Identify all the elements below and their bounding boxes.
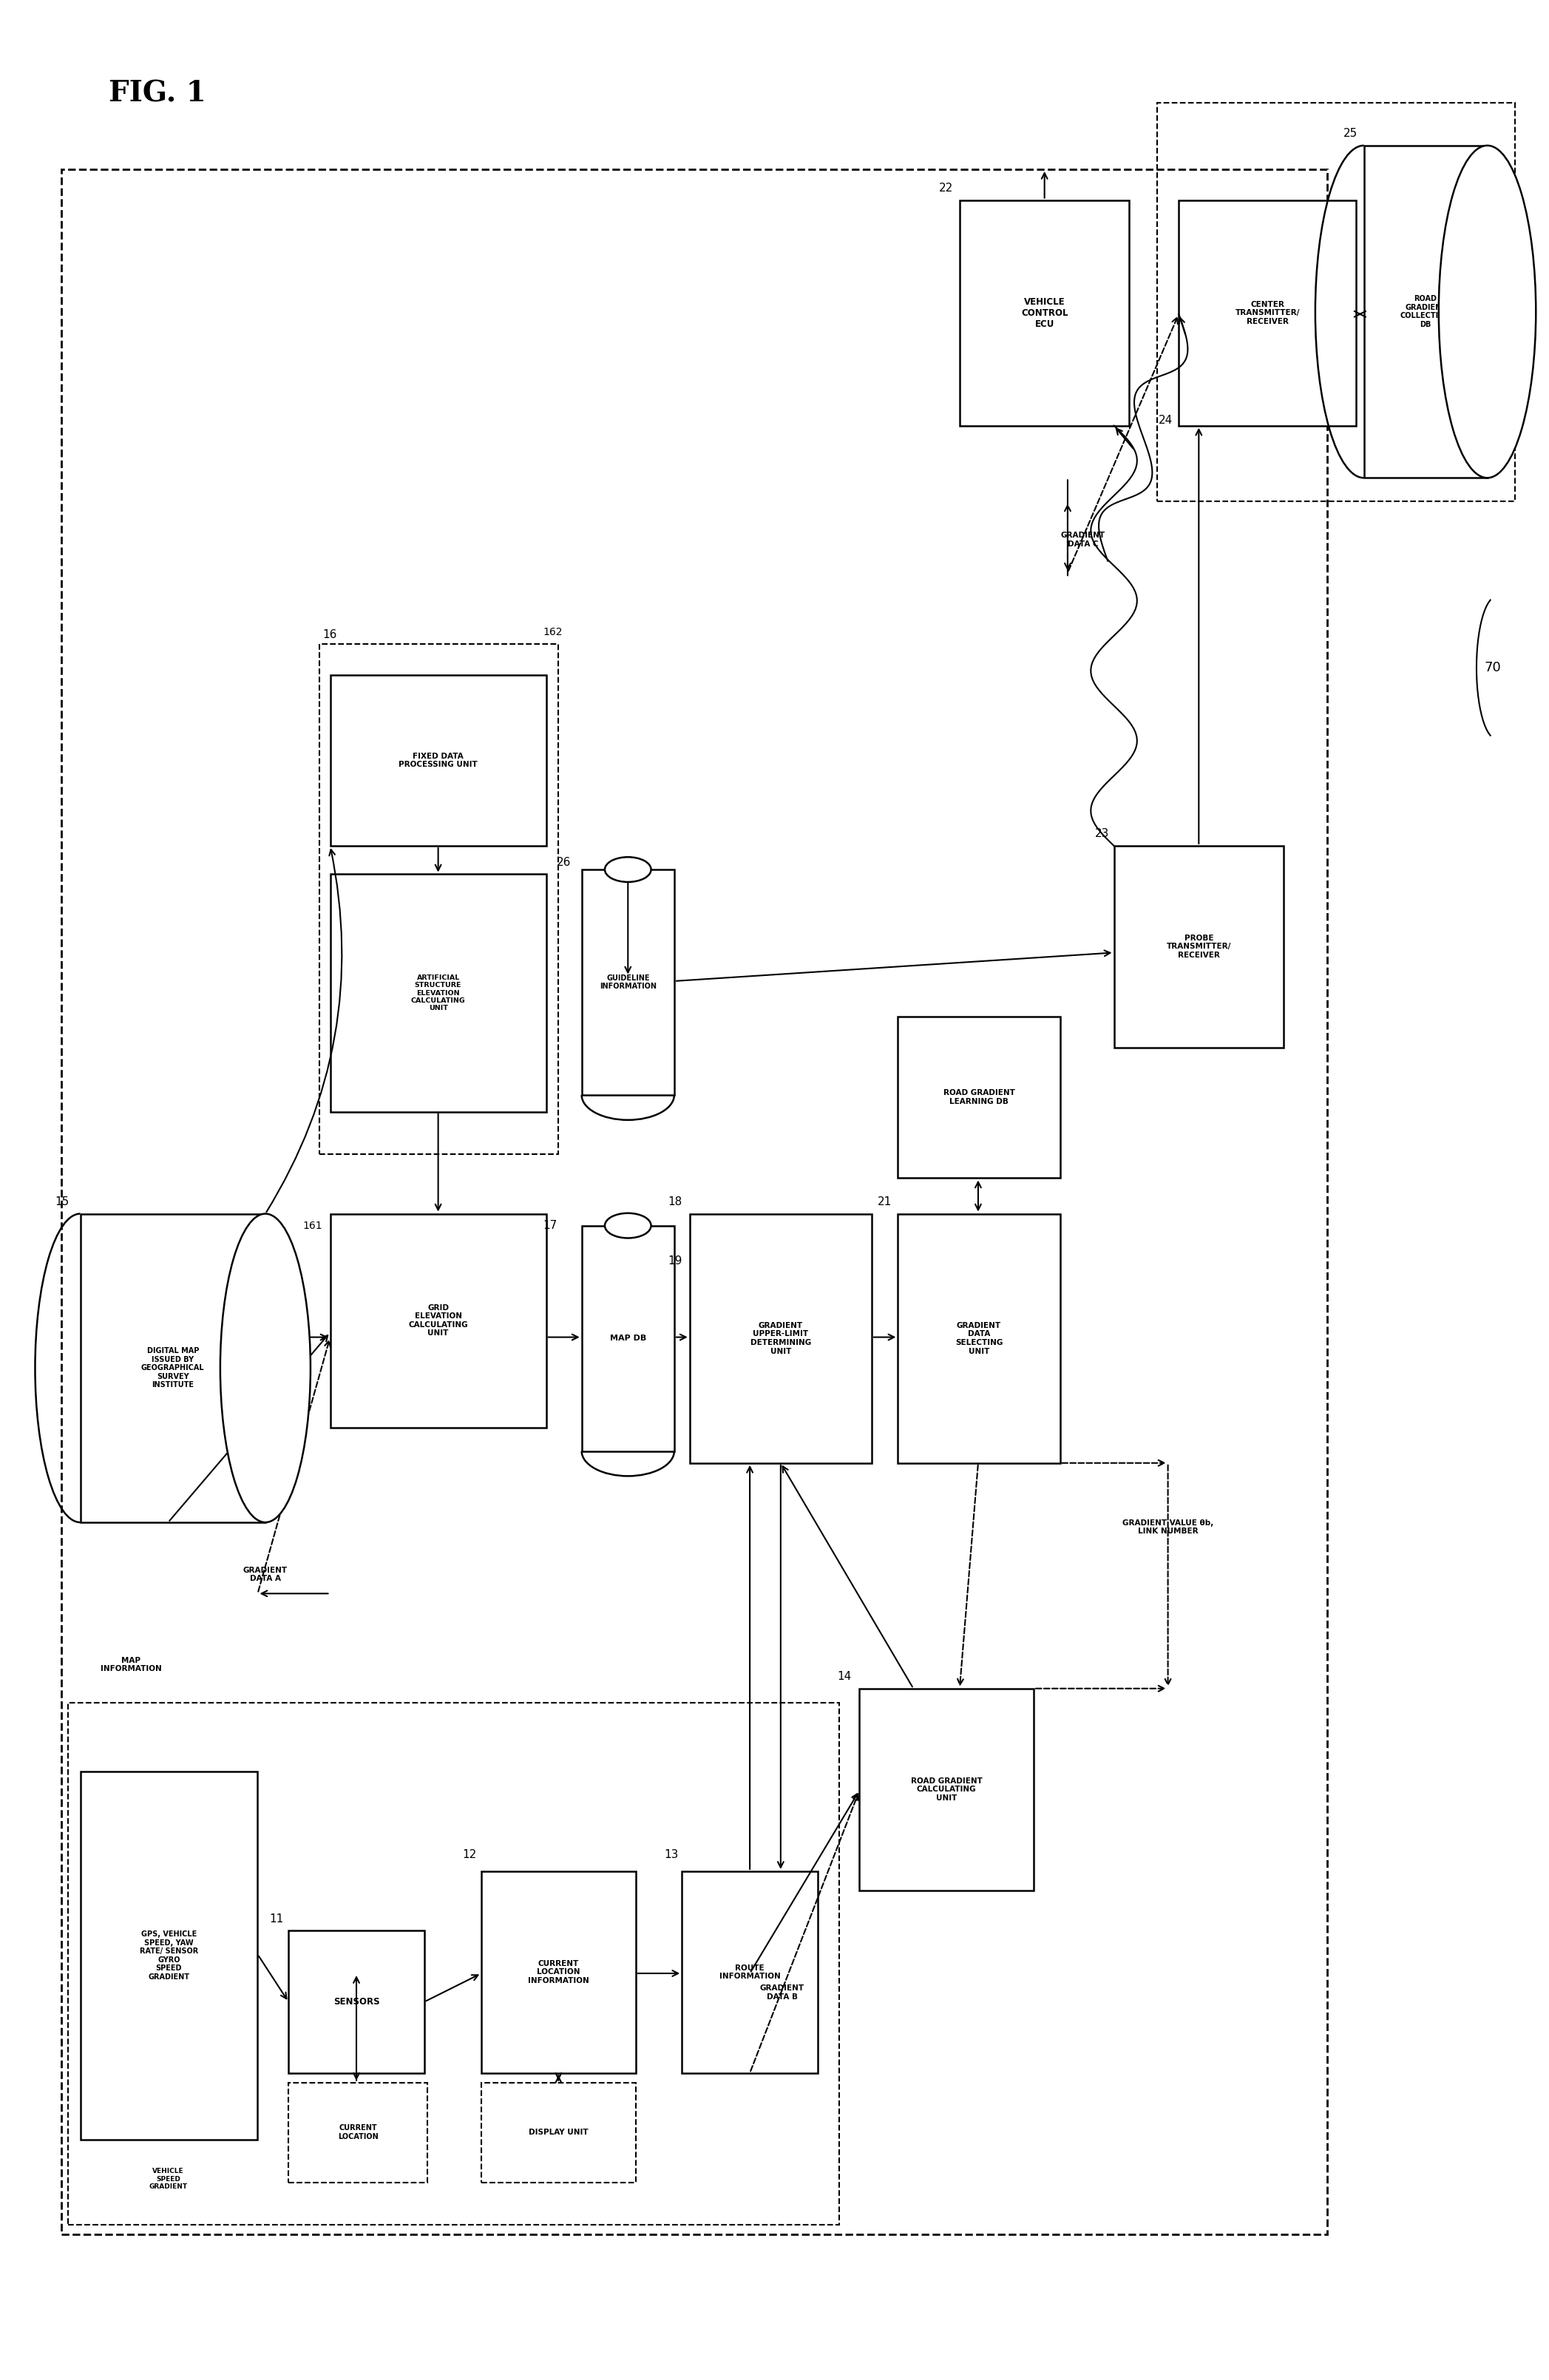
Bar xyxy=(482,2082,635,2182)
Text: 21: 21 xyxy=(878,1197,892,1207)
Text: ARTIFICIAL
STRUCTURE
ELEVATION
CALCULATING
UNIT: ARTIFICIAL STRUCTURE ELEVATION CALCULATI… xyxy=(410,973,465,1012)
Text: ROAD GRADIENT
CALCULATING
UNIT: ROAD GRADIENT CALCULATING UNIT xyxy=(911,1778,982,1802)
Ellipse shape xyxy=(220,1214,310,1523)
Ellipse shape xyxy=(1439,145,1537,478)
Text: 12: 12 xyxy=(463,1849,477,1861)
Text: CURRENT
LOCATION
INFORMATION: CURRENT LOCATION INFORMATION xyxy=(528,1959,589,1985)
Bar xyxy=(960,200,1129,426)
Text: DISPLAY UNIT: DISPLAY UNIT xyxy=(528,2128,589,2137)
Bar xyxy=(898,1214,1060,1464)
Text: 19: 19 xyxy=(668,1257,682,1266)
Text: GRADIENT
DATA A: GRADIENT DATA A xyxy=(243,1566,288,1583)
Text: 24: 24 xyxy=(1159,414,1173,426)
Bar xyxy=(330,676,547,845)
Bar xyxy=(1179,200,1357,426)
Text: CURRENT
LOCATION: CURRENT LOCATION xyxy=(338,2125,378,2140)
Bar xyxy=(330,1214,547,1428)
Ellipse shape xyxy=(604,857,651,883)
Text: SENSORS: SENSORS xyxy=(333,1997,380,2006)
Text: 22: 22 xyxy=(939,183,954,193)
Text: 161: 161 xyxy=(302,1221,322,1230)
Bar xyxy=(689,1214,872,1464)
Bar xyxy=(1157,102,1515,502)
Bar xyxy=(898,1016,1060,1178)
Bar xyxy=(62,169,1327,2235)
Ellipse shape xyxy=(604,1214,651,1238)
Text: FIXED DATA
PROCESSING UNIT: FIXED DATA PROCESSING UNIT xyxy=(398,752,477,769)
Text: GRID
ELEVATION
CALCULATING
UNIT: GRID ELEVATION CALCULATING UNIT xyxy=(409,1304,468,1338)
Text: FIG. 1: FIG. 1 xyxy=(108,79,206,107)
Text: DIGITAL MAP
ISSUED BY
GEOGRAPHICAL
SURVEY
INSTITUTE: DIGITAL MAP ISSUED BY GEOGRAPHICAL SURVE… xyxy=(141,1347,204,1390)
Bar xyxy=(581,869,674,1095)
Text: SERVER: SERVER xyxy=(1503,278,1512,324)
Bar xyxy=(1114,845,1284,1047)
Bar xyxy=(581,1226,674,1452)
Text: GRADIENT VALUE θb,
LINK NUMBER: GRADIENT VALUE θb, LINK NUMBER xyxy=(1123,1518,1213,1535)
Text: 16: 16 xyxy=(322,628,336,640)
Bar xyxy=(288,2082,428,2182)
Text: 17: 17 xyxy=(544,1221,558,1230)
Text: GRADIENT
DATA C: GRADIENT DATA C xyxy=(1061,531,1106,547)
Text: 13: 13 xyxy=(665,1849,678,1861)
Text: ROUTE
INFORMATION: ROUTE INFORMATION xyxy=(719,1964,781,1980)
Bar xyxy=(288,1930,424,2073)
Text: 18: 18 xyxy=(668,1197,682,1207)
Text: GUIDELINE
INFORMATION: GUIDELINE INFORMATION xyxy=(599,973,657,990)
Text: MAP
INFORMATION: MAP INFORMATION xyxy=(101,1656,161,1673)
Text: GRADIENT
DATA
SELECTING
UNIT: GRADIENT DATA SELECTING UNIT xyxy=(956,1321,1002,1354)
Text: GRADIENT
UPPER-LIMIT
DETERMINING
UNIT: GRADIENT UPPER-LIMIT DETERMINING UNIT xyxy=(750,1321,812,1354)
Bar xyxy=(81,1771,257,2140)
Text: PROBE
TRANSMITTER/
RECEIVER: PROBE TRANSMITTER/ RECEIVER xyxy=(1166,935,1231,959)
Text: ROAD GRADIENT
LEARNING DB: ROAD GRADIENT LEARNING DB xyxy=(943,1090,1015,1104)
Text: GPS, VEHICLE
SPEED, YAW
RATE/ SENSOR
GYRO
SPEED
GRADIENT: GPS, VEHICLE SPEED, YAW RATE/ SENSOR GYR… xyxy=(139,1930,198,1980)
Bar xyxy=(68,1702,840,2225)
Text: 23: 23 xyxy=(1095,828,1109,840)
Bar xyxy=(482,1871,635,2073)
Bar xyxy=(319,645,559,1154)
Bar xyxy=(330,873,547,1111)
Text: CENTER
TRANSMITTER/
RECEIVER: CENTER TRANSMITTER/ RECEIVER xyxy=(1235,300,1300,326)
Text: VEHICLE
SPEED
GRADIENT: VEHICLE SPEED GRADIENT xyxy=(149,2168,187,2190)
Text: 15: 15 xyxy=(56,1197,70,1207)
Text: ROAD
GRADIENT
COLLECTION
DB: ROAD GRADIENT COLLECTION DB xyxy=(1400,295,1451,328)
Bar xyxy=(682,1871,818,2073)
Bar xyxy=(81,1214,265,1523)
Text: GRADIENT
DATA B: GRADIENT DATA B xyxy=(761,1985,804,1999)
Text: 11: 11 xyxy=(270,1914,283,1925)
Text: VEHICLE
CONTROL
ECU: VEHICLE CONTROL ECU xyxy=(1021,298,1067,328)
Text: MAP DB: MAP DB xyxy=(610,1335,646,1342)
Text: 70: 70 xyxy=(1484,662,1501,674)
Bar xyxy=(860,1687,1033,1890)
Text: 162: 162 xyxy=(544,626,562,638)
Bar xyxy=(1363,145,1487,478)
Text: 26: 26 xyxy=(556,857,572,869)
Text: 25: 25 xyxy=(1343,129,1357,138)
Text: 14: 14 xyxy=(838,1671,852,1683)
